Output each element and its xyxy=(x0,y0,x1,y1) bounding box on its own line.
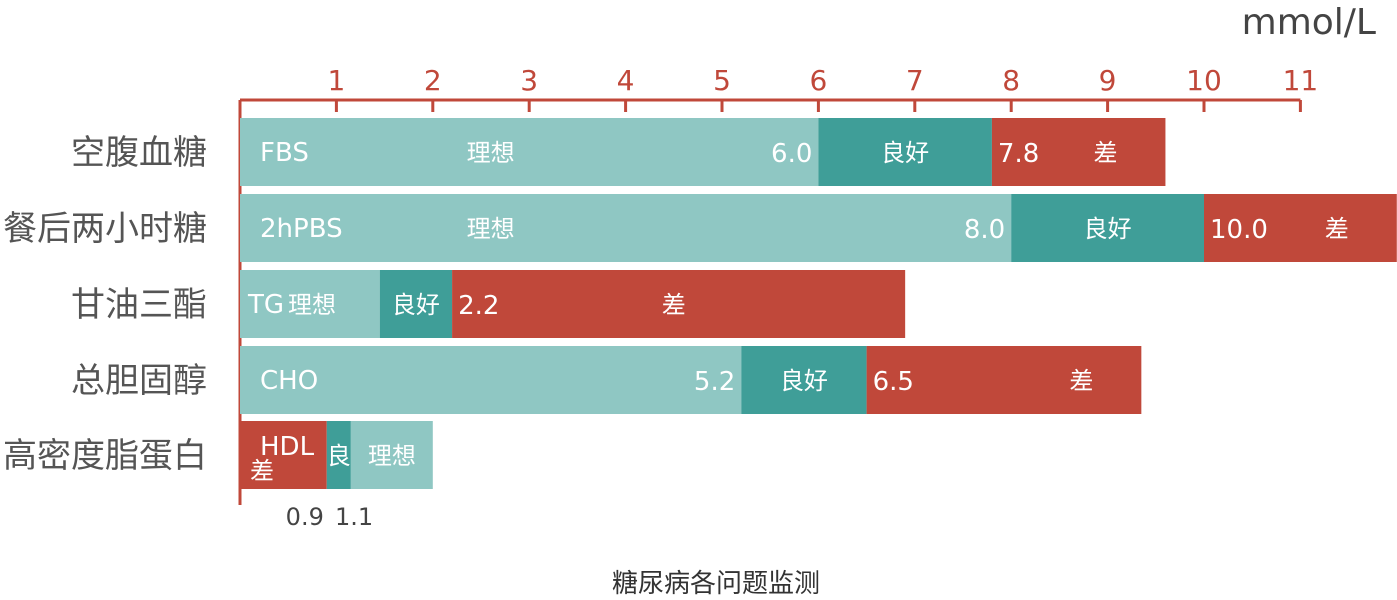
threshold-label: 1.1 xyxy=(335,503,373,531)
bar-segment-text: 差 xyxy=(1069,367,1093,395)
x-tick-label: 8 xyxy=(1002,64,1020,97)
bar-segment-text: 良好 xyxy=(881,139,929,167)
threshold-label: 6.5 xyxy=(873,367,914,397)
x-tick-label: 7 xyxy=(906,64,924,97)
unit-label: mmol/L xyxy=(1242,2,1376,43)
bar-series-label: CHO xyxy=(260,366,318,396)
category-label: 高密度脂蛋白 xyxy=(3,436,207,476)
bar-series-label: HDL xyxy=(260,432,315,462)
bar-segment-text: 良好 xyxy=(1084,215,1132,243)
bar-segment-good xyxy=(326,421,351,489)
bar-segment-text: 良 xyxy=(327,442,351,470)
bar-segment-poor xyxy=(866,346,1142,414)
bar-segment-ideal xyxy=(240,194,1012,262)
category-label: 甘油三酯 xyxy=(71,285,207,325)
bar-row: TG 理想 良好 差 2.2 xyxy=(240,270,906,338)
bar-segment-good xyxy=(379,270,453,338)
x-tick-label: 5 xyxy=(713,64,731,97)
bar-segment-poor xyxy=(452,270,906,338)
x-tick-label: 2 xyxy=(424,64,442,97)
bar-segment-ideal xyxy=(240,346,742,414)
x-tick-label: 1 xyxy=(327,64,345,97)
x-tick-label: 11 xyxy=(1283,64,1319,97)
x-axis: 1 2 3 4 5 6 7 8 9 10 11 xyxy=(238,64,1319,505)
bar-series-label: 2hPBS xyxy=(260,214,343,244)
x-tick-label: 3 xyxy=(520,64,538,97)
bar-row: CHO 良好 差 5.2 6.5 xyxy=(240,346,1142,414)
threshold-label: 7.8 xyxy=(998,139,1039,169)
bar-segment-good xyxy=(818,118,992,186)
category-label: 总胆固醇 xyxy=(71,361,207,401)
bar-segment-ideal xyxy=(350,421,433,489)
bar-segment-text: 理想 xyxy=(288,291,336,319)
x-tick-label: 4 xyxy=(617,64,635,97)
threshold-label: 6.0 xyxy=(771,139,812,169)
bar-segment-poor xyxy=(240,421,327,489)
threshold-label: 10.0 xyxy=(1210,215,1268,245)
x-tick-label: 9 xyxy=(1099,64,1117,97)
category-label: 空腹血糖 xyxy=(71,133,207,173)
bar-segment-text: 理想 xyxy=(467,215,515,243)
bar-segment-text: 良好 xyxy=(392,291,440,319)
bar-segment-text: 差 xyxy=(250,457,274,485)
x-tick-label: 10 xyxy=(1186,64,1222,97)
bar-series-label: TG xyxy=(247,290,284,320)
bar-segment-ideal xyxy=(240,270,380,338)
bar-segment-text: 良好 xyxy=(780,367,828,395)
bar-segment-good xyxy=(741,346,867,414)
bar-segment-poor xyxy=(991,118,1166,186)
threshold-label: 5.2 xyxy=(694,367,735,397)
bar-segment-text: 差 xyxy=(1093,139,1117,167)
bar-segment-text: 差 xyxy=(1325,215,1349,243)
bar-segment-text: 差 xyxy=(662,291,686,319)
bar-series-label: FBS xyxy=(260,138,309,168)
bar-row: 2hPBS 理想 良好 差 8.0 10.0 xyxy=(240,194,1397,262)
bar-segment-poor xyxy=(1204,194,1397,262)
bar-segment-text: 理想 xyxy=(368,442,416,470)
bar-segment-good xyxy=(1011,194,1204,262)
bar-row: FBS 理想 良好 差 6.0 7.8 xyxy=(240,118,1166,186)
threshold-label: 8.0 xyxy=(964,215,1005,245)
threshold-label: 2.2 xyxy=(458,291,499,321)
chart-title: 糖尿病各问题监测 xyxy=(612,569,820,599)
bar-segment-ideal xyxy=(240,118,819,186)
threshold-label: 0.9 xyxy=(286,503,324,531)
category-label: 餐后两小时糖 xyxy=(3,209,207,249)
bar-segment-text: 理想 xyxy=(467,139,515,167)
x-tick-label: 6 xyxy=(809,64,827,97)
